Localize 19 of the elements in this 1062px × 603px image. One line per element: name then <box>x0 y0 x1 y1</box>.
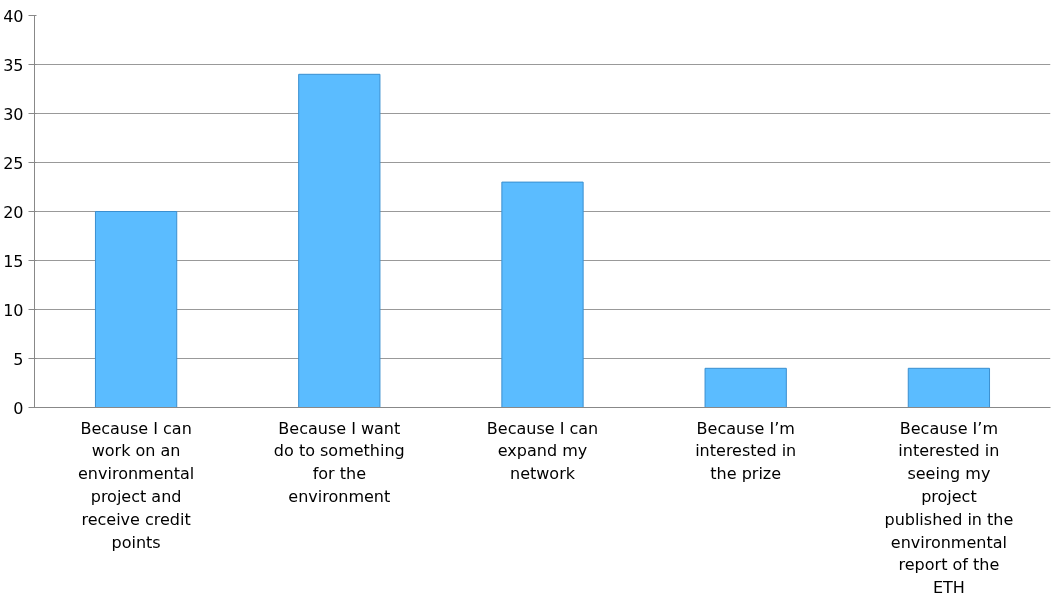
y-tick-label: 5 <box>13 349 24 369</box>
y-tick-label: 25 <box>3 153 24 173</box>
x-tick-label: Because I can work on an environmental project and receive credit points <box>78 418 195 552</box>
bar <box>907 367 991 408</box>
x-tick-label: Because I’m interested in the prize <box>695 418 797 484</box>
bar <box>501 181 584 408</box>
y-tick-label: 30 <box>3 104 24 124</box>
y-tick-label: 0 <box>13 398 24 418</box>
y-tick-label: 15 <box>3 251 24 271</box>
bar <box>704 367 787 408</box>
bar <box>298 73 381 408</box>
x-tick-label: Because I can expand my network <box>486 418 599 484</box>
x-tick-label: Because I want do to something for the environment <box>273 418 405 506</box>
y-tick-label: 40 <box>3 6 24 26</box>
bar <box>94 211 178 408</box>
y-tick-label: 10 <box>3 300 24 320</box>
y-tick-label: 20 <box>3 202 24 222</box>
y-tick-label: 35 <box>3 55 24 75</box>
x-tick-label: Because I’m interested in seeing my project published in the environmental report of the ETH <box>884 418 1014 598</box>
